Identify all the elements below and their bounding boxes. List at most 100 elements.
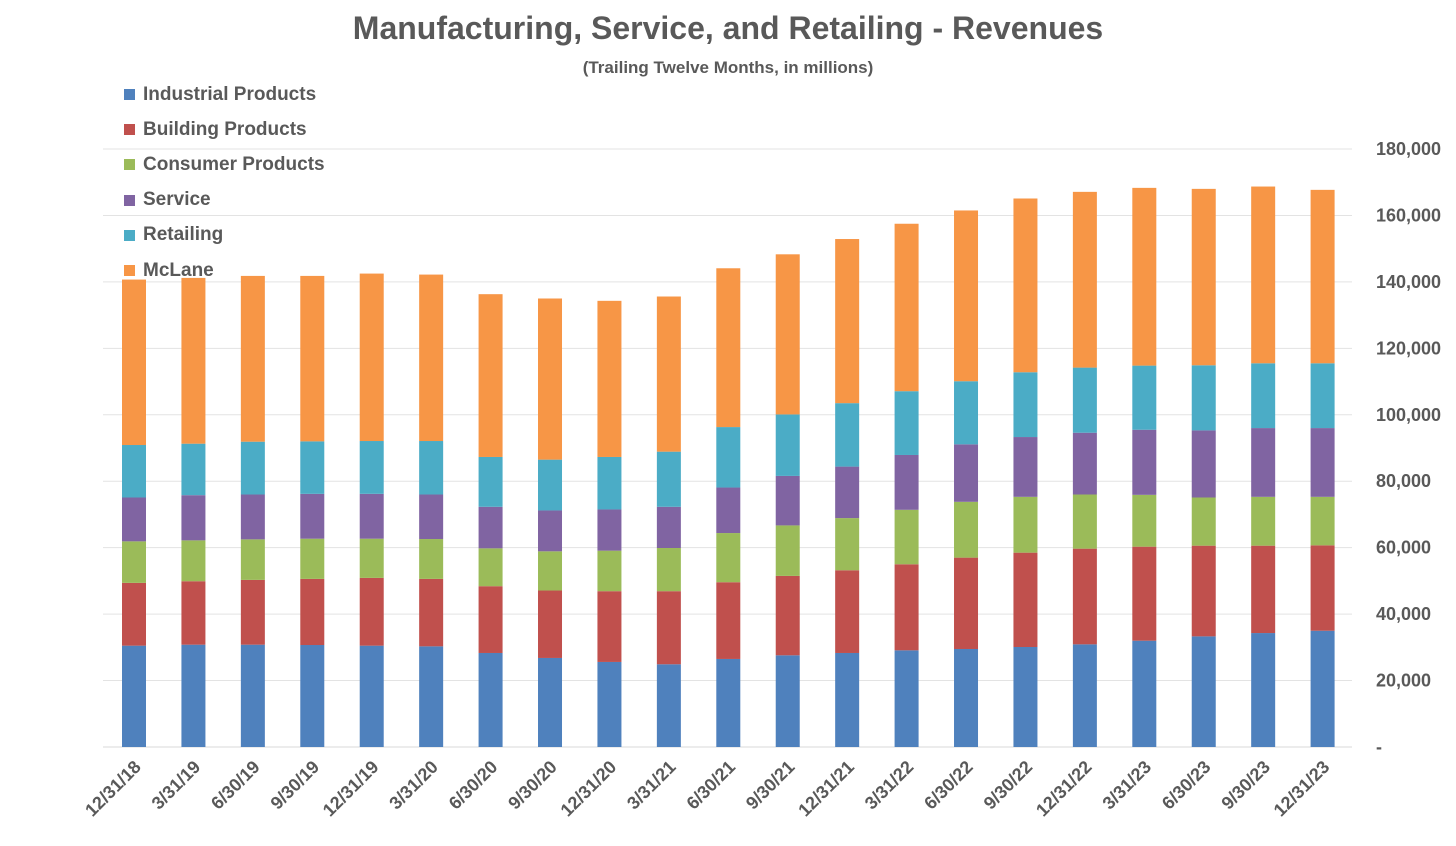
bar-segment-mclane: [1013, 198, 1038, 373]
bar-segment-service: [1251, 428, 1276, 497]
bar-segment-mclane: [122, 279, 146, 446]
bar-segment-industrial-products: [1251, 633, 1276, 747]
bar-segment-service: [597, 509, 622, 551]
bar-segment-industrial-products: [359, 645, 384, 747]
bar-segment-industrial-products: [538, 657, 563, 747]
bar-segment-mclane: [1072, 191, 1097, 368]
bar-segment-mclane: [359, 273, 384, 442]
bar-segment-service: [419, 494, 444, 540]
bar-segment-consumer-products: [954, 501, 979, 558]
legend-label-retailing: Retailing: [143, 224, 224, 246]
legend-label-service: Service: [143, 189, 211, 211]
bar-segment-industrial-products: [419, 646, 444, 747]
bar-segment-mclane: [1310, 189, 1335, 364]
bar-segment-building-products: [597, 591, 622, 662]
bar-segment-retailing: [656, 451, 681, 507]
bar-segment-industrial-products: [597, 661, 622, 747]
x-tick-label: 12/31/18: [81, 757, 145, 821]
legend-item-building-products: Building Products: [124, 112, 444, 147]
x-tick-label: 9/30/21: [742, 757, 799, 814]
bar-segment-industrial-products: [894, 650, 919, 747]
y-tick-label: 160,000: [1376, 205, 1441, 225]
x-tick-label: 6/30/23: [1158, 757, 1215, 814]
legend-item-mclane: McLane: [124, 253, 444, 288]
bar-segment-industrial-products: [300, 645, 325, 747]
bar-segment-retailing: [1072, 367, 1097, 433]
x-tick-label: 12/31/19: [319, 757, 383, 821]
y-tick-label: 120,000: [1376, 338, 1441, 358]
bar-segment-building-products: [181, 581, 206, 645]
bar-segment-mclane: [954, 210, 979, 382]
x-tick-label: 12/31/23: [1270, 757, 1334, 821]
bar-segment-service: [122, 497, 146, 542]
bar-segment-consumer-products: [1132, 494, 1157, 547]
bar-segment-industrial-products: [1132, 640, 1157, 747]
x-tick-label: 12/31/20: [557, 757, 621, 821]
bar-segment-industrial-products: [1072, 644, 1097, 747]
bar-segment-service: [478, 506, 503, 549]
bar-segment-industrial-products: [775, 655, 800, 747]
bar-segment-mclane: [419, 274, 444, 442]
bar-segment-service: [1191, 430, 1216, 498]
bar-segment-retailing: [300, 441, 325, 494]
bar-segment-service: [1013, 437, 1038, 497]
legend-label-consumer-products: Consumer Products: [143, 153, 325, 175]
bar-segment-building-products: [478, 586, 503, 653]
legend-swatch-service: [124, 194, 135, 206]
y-tick-label: 180,000: [1376, 139, 1441, 159]
bar-segment-industrial-products: [478, 652, 503, 747]
bar-segment-building-products: [1132, 546, 1157, 641]
bar-segment-service: [240, 494, 265, 540]
bar-segment-retailing: [1132, 365, 1157, 430]
y-tick-label: 80,000: [1376, 471, 1431, 491]
bar-segment-consumer-products: [240, 539, 265, 580]
bar-segment-mclane: [240, 275, 265, 442]
bar-segment-service: [656, 506, 681, 548]
bar-segment-industrial-products: [716, 658, 741, 747]
bar-segment-retailing: [954, 381, 979, 445]
bar-segment-consumer-products: [538, 551, 563, 591]
bar-segment-building-products: [359, 577, 384, 646]
bar-segment-retailing: [538, 459, 563, 511]
legend-swatch-industrial-products: [124, 89, 135, 101]
bar-segment-consumer-products: [1310, 496, 1335, 546]
bar-segment-mclane: [1132, 187, 1157, 366]
x-tick-label: 9/30/20: [504, 757, 561, 814]
bar-segment-service: [775, 475, 800, 526]
x-tick-label: 3/31/23: [1099, 757, 1156, 814]
bar-segment-building-products: [1013, 552, 1038, 647]
bar-segment-building-products: [1191, 545, 1216, 637]
bar-segment-service: [1132, 429, 1157, 495]
bar-segment-building-products: [538, 590, 563, 658]
bar-segment-building-products: [656, 591, 681, 665]
bar-segment-building-products: [240, 579, 265, 645]
bar-segment-building-products: [1072, 548, 1097, 645]
bar-segment-retailing: [359, 441, 384, 494]
legend-item-industrial-products: Industrial Products: [124, 77, 444, 112]
bar-segment-service: [954, 444, 979, 502]
bar-segment-consumer-products: [1072, 494, 1097, 549]
bar-segment-mclane: [835, 239, 860, 404]
bar-segment-retailing: [835, 403, 860, 467]
bar-segment-consumer-products: [478, 548, 503, 587]
bar-segment-service: [894, 454, 919, 510]
bar-segment-consumer-products: [656, 548, 681, 592]
bar-segment-building-products: [300, 578, 325, 646]
legend-item-consumer-products: Consumer Products: [124, 147, 444, 182]
bar-segment-mclane: [181, 277, 206, 444]
bar-segment-industrial-products: [835, 652, 860, 747]
bar-segment-retailing: [1013, 372, 1038, 438]
chart-title: Manufacturing, Service, and Retailing - …: [352, 10, 1104, 46]
bar-segment-mclane: [775, 254, 800, 415]
bar-segment-mclane: [538, 298, 563, 460]
bar-segment-building-products: [716, 582, 741, 659]
bar-segment-consumer-products: [122, 541, 146, 583]
bar-segment-consumer-products: [1191, 497, 1216, 546]
legend-label-building-products: Building Products: [143, 118, 307, 140]
legend: Industrial Products Building Products Co…: [124, 77, 444, 288]
bar-segment-consumer-products: [716, 533, 741, 583]
bar-segment-consumer-products: [835, 518, 860, 571]
bar-segment-retailing: [419, 441, 444, 495]
